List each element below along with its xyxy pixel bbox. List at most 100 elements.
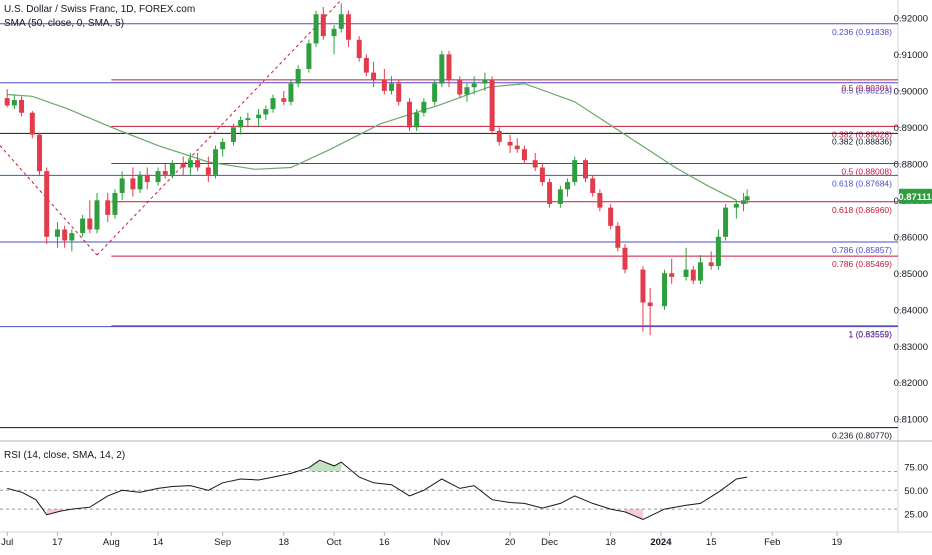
candle-body: [11, 99, 17, 106]
candle-body: [320, 14, 326, 37]
fib-level-label: 0.382 (0.89028): [832, 129, 892, 139]
candle-body: [155, 171, 161, 183]
candle-body: [313, 14, 319, 44]
candle-body: [514, 145, 520, 150]
fib-level-label: 1 (0.83559): [849, 330, 893, 340]
candle-body: [363, 58, 369, 73]
candle-body: [94, 200, 100, 230]
candle-body: [54, 229, 60, 237]
candle-body: [446, 54, 452, 80]
candle-body: [371, 72, 377, 80]
candle-body: [245, 118, 251, 121]
candle-body: [306, 43, 312, 69]
candle-body: [421, 101, 427, 113]
candle-body: [345, 14, 351, 40]
candle-body: [112, 193, 118, 215]
candle-body: [396, 83, 402, 102]
candle-body: [507, 141, 513, 146]
time-tick-label: Feb: [764, 537, 780, 548]
candle-body: [622, 247, 628, 270]
candle-body: [496, 130, 502, 142]
time-tick-label: Nov: [433, 537, 450, 548]
rsi-oversold-fill: [625, 509, 643, 520]
candle-body: [565, 182, 571, 190]
candle-body: [87, 218, 93, 230]
candle-body: [414, 112, 420, 128]
fib-level-label: 0.5 (0.90223): [841, 86, 892, 96]
candle-body: [464, 87, 470, 95]
candle-body: [338, 14, 344, 29]
price-tick-label: 0.83000: [894, 342, 928, 353]
rsi-overbought-fill: [308, 460, 342, 472]
candle-body: [119, 178, 125, 194]
time-tick-label: Aug: [103, 537, 120, 548]
price-tick-label: 0.82000: [894, 378, 928, 389]
candle-body: [539, 167, 545, 183]
time-tick-label: 20: [505, 537, 516, 548]
candle-body: [230, 127, 236, 142]
last-price-tag: [899, 188, 932, 204]
time-tick-label: 15: [706, 537, 717, 548]
candle-body: [4, 98, 10, 106]
time-tick-label: Jul: [1, 537, 13, 548]
candle-body: [187, 160, 193, 168]
candle-body: [205, 167, 211, 175]
candle-body: [238, 120, 244, 128]
time-tick-label: Dec: [541, 537, 558, 548]
candle-body: [80, 218, 86, 234]
sma-legend: SMA (50, close, 0, SMA, 5): [4, 18, 125, 29]
candle-body: [144, 174, 150, 183]
time-tick-label: 17: [52, 537, 63, 548]
candle-body: [270, 98, 276, 110]
candle-body: [733, 203, 739, 208]
candle-body: [690, 269, 696, 281]
candle-body: [582, 160, 588, 179]
candle-body: [105, 200, 111, 215]
fib-level-label: 0.786 (0.85857): [832, 245, 892, 255]
candle-body: [572, 160, 578, 183]
candle-body: [256, 114, 262, 119]
candle-body: [29, 112, 35, 135]
fib-level-label: 0.618 (0.86960): [832, 205, 892, 215]
fib-level-label: 0.5 (0.88008): [841, 167, 892, 177]
candle-body: [19, 99, 25, 113]
price-tick-label: 0.90000: [894, 86, 928, 97]
candle-body: [195, 160, 201, 168]
candle-body: [162, 171, 168, 175]
chart-title: U.S. Dollar / Swiss Franc, 1D, FOREX.com: [4, 4, 196, 15]
candle-body: [662, 273, 668, 307]
fib-level-label: 0.5 (0.90301): [841, 83, 892, 93]
candle-body: [744, 196, 750, 201]
fib-level-label: 0.236 (0.80770): [832, 431, 892, 441]
fib-level-label: 0.382 (0.88836): [832, 136, 892, 146]
candle-body: [381, 79, 387, 91]
price-tick-label: 0.86000: [894, 232, 928, 243]
candle-body: [557, 189, 563, 204]
candle-body: [69, 233, 75, 241]
price-tick-label: 0.84000: [894, 305, 928, 316]
time-tick-label: 2024: [650, 537, 672, 548]
candle-body: [389, 83, 395, 91]
price-tick-label: 0.92000: [894, 13, 928, 24]
rsi-tick-label: 25.00: [904, 509, 928, 520]
trend-line: [96, 0, 342, 256]
time-tick-label: Sep: [214, 537, 231, 548]
candle-body: [697, 262, 703, 281]
fib-level-label: 0.618 (0.87684): [832, 178, 892, 188]
candle-body: [331, 28, 337, 37]
candle-body: [180, 163, 186, 168]
time-tick-label: 16: [379, 537, 390, 548]
candle-body: [356, 39, 362, 59]
price-tick-label: 0.81000: [894, 415, 928, 426]
time-tick-label: Oct: [327, 537, 342, 548]
last-price-label: 0.87111: [898, 192, 932, 203]
candle-body: [723, 207, 729, 237]
price-tick-label: 0.88000: [894, 159, 928, 170]
candle-body: [615, 225, 621, 248]
rsi-legend: RSI (14, close, SMA, 14, 2): [4, 450, 126, 461]
candle-body: [37, 134, 43, 172]
candle-body: [295, 68, 301, 84]
candle-body: [130, 178, 136, 190]
